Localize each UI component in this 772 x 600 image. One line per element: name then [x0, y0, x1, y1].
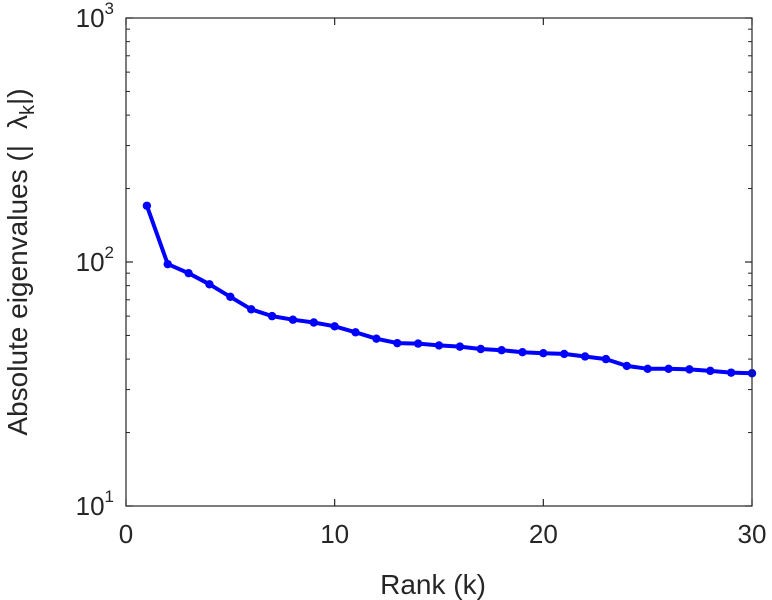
data-point — [518, 347, 527, 357]
data-point — [309, 318, 318, 327]
data-point — [601, 354, 611, 364]
data-point — [351, 328, 360, 337]
data-point — [288, 315, 298, 324]
y-tick-label: 101 — [76, 487, 114, 521]
data-point — [393, 338, 402, 348]
data-point — [706, 366, 715, 376]
data-point — [330, 322, 339, 331]
x-tick-label: 30 — [738, 519, 767, 549]
plot-frame — [125, 17, 753, 507]
data-point — [539, 348, 548, 358]
data-point — [643, 364, 652, 374]
data-point — [685, 365, 694, 374]
data-point — [413, 339, 423, 348]
x-tick-label: 0 — [119, 519, 133, 549]
data-point — [226, 292, 235, 302]
data-point — [664, 364, 673, 374]
data-point — [476, 344, 485, 354]
x-tick-label: 20 — [529, 519, 558, 549]
data-point — [267, 311, 277, 321]
data-point — [726, 368, 736, 377]
data-point — [372, 334, 381, 343]
data-point — [247, 305, 256, 314]
y-tick-label: 102 — [76, 243, 114, 277]
data-point — [434, 341, 444, 350]
plot-area — [126, 18, 752, 506]
x-tick-label: 10 — [320, 519, 349, 549]
data-point — [497, 346, 506, 355]
x-axis-title: Rank (k) — [380, 569, 486, 600]
data-point — [184, 268, 193, 278]
y-tick-label: 103 — [76, 0, 114, 33]
data-point — [142, 201, 152, 210]
y-axis-title: Absolute eigenvalues (|λk|) — [2, 88, 39, 435]
data-point — [163, 259, 172, 269]
data-point — [622, 361, 631, 371]
data-point — [455, 342, 465, 351]
data-point — [205, 280, 214, 289]
data-point — [580, 352, 590, 361]
data-point — [560, 349, 569, 359]
